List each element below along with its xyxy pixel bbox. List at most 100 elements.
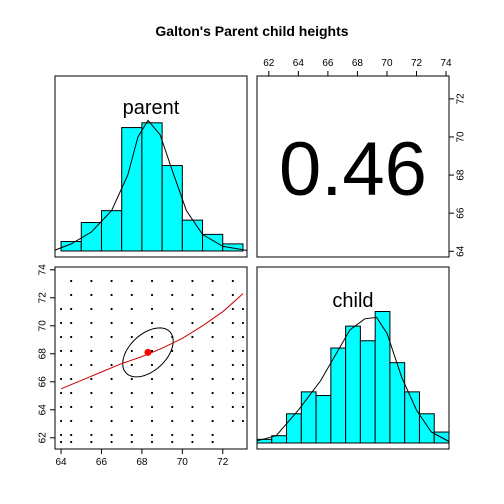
scatter-point	[70, 363, 73, 367]
bottom-axis-tick-label: 68	[136, 457, 148, 468]
panel-parent-hist	[54, 75, 248, 258]
top-axis-tick-label: 62	[263, 58, 275, 69]
parent-hist-bar	[181, 219, 204, 252]
scatter-point	[110, 419, 113, 423]
scatter-point	[130, 307, 133, 311]
left-axis-tick-label: 70	[38, 320, 49, 332]
scatter-point	[130, 405, 133, 409]
scatter-point	[241, 307, 245, 311]
scatter-point	[90, 419, 93, 423]
scatter-point	[171, 405, 174, 409]
parent-histogram	[54, 119, 248, 252]
scatter-point	[150, 363, 154, 367]
scatter-point	[59, 391, 63, 395]
scatter-point	[241, 391, 245, 395]
scatter-point	[191, 405, 194, 409]
scatter-point	[211, 279, 214, 283]
scatter-point	[211, 440, 214, 444]
right-axis-tick-label: 70	[456, 131, 467, 143]
scatter-point	[211, 433, 214, 437]
axes: 62 64 66 68 70 72 74 64 66 68 70 72 62 64 66 68 70 72 74 64…	[38, 58, 467, 468]
scatter-point	[90, 405, 93, 409]
scatter-point	[171, 391, 174, 395]
right-axis-tick-label: 66	[456, 207, 467, 219]
scatter-point	[150, 321, 154, 325]
scatter-point	[191, 307, 194, 311]
scatter-point	[171, 363, 174, 367]
scatter-point	[110, 363, 113, 367]
scatter-point	[191, 377, 194, 381]
panel-scatter	[54, 266, 248, 450]
scatter-point	[90, 321, 93, 325]
scatter-point	[70, 279, 73, 283]
bottom-axis-tick-label: 72	[217, 457, 229, 468]
scatter-point	[70, 419, 73, 423]
scatter-point	[110, 335, 113, 339]
scatter-point	[191, 363, 194, 367]
scatter-point	[70, 377, 73, 381]
scatter-point	[191, 440, 194, 444]
scatter-point	[211, 419, 214, 423]
left-axis-tick-label: 64	[38, 404, 49, 416]
child-hist-bar	[389, 362, 406, 444]
scatter-point	[171, 419, 174, 423]
scatter-point	[150, 440, 154, 444]
parent-hist-bar	[141, 122, 163, 252]
scatter-point	[70, 433, 73, 437]
scatter-point	[171, 440, 174, 444]
scatter-point	[130, 377, 133, 381]
scatter-point	[231, 279, 234, 283]
child-hist-bar	[315, 395, 332, 444]
parent-hist-bar	[100, 210, 123, 252]
top-axis-tick-label: 74	[440, 58, 452, 69]
scatter-point	[59, 377, 63, 381]
scatter-point	[231, 335, 234, 339]
scatter-point	[211, 307, 214, 311]
scatter-point	[70, 293, 73, 297]
scatter-point	[211, 293, 214, 297]
scatter-point	[231, 321, 234, 325]
panel-correlation	[256, 75, 450, 258]
scatter-point	[90, 433, 93, 437]
scatter-point	[211, 377, 214, 381]
left-axis-tick-label: 72	[38, 292, 49, 304]
child-hist-density-curve	[256, 316, 450, 442]
scatter-point	[70, 321, 73, 325]
bottom-axis-tick-label: 64	[56, 457, 68, 468]
scatter-point	[171, 279, 174, 283]
scatter-point	[171, 433, 174, 437]
left-axis-tick-label: 74	[38, 264, 49, 276]
scatter-point	[90, 349, 93, 353]
scatter-point	[150, 349, 154, 353]
scatter-point	[110, 293, 113, 297]
scatter-point	[130, 293, 133, 297]
scatter-point	[191, 349, 194, 353]
child-hist-bar	[345, 325, 361, 444]
right-axis-tick-label: 68	[456, 169, 467, 181]
scatter-point	[90, 279, 93, 283]
scatter-point	[90, 307, 93, 311]
top-axis-tick-label: 72	[411, 58, 423, 69]
scatter-point	[231, 293, 234, 297]
scatter-point	[130, 349, 133, 353]
scatter-point	[110, 391, 113, 395]
scatter-point	[211, 349, 214, 353]
chart-title: Galton's Parent child heights	[155, 23, 348, 39]
child-hist-bar	[330, 347, 347, 444]
scatter-point	[191, 391, 194, 395]
scatter-point	[59, 363, 63, 367]
scatter-point	[150, 279, 154, 283]
scatter-point	[59, 307, 63, 311]
right-axis-tick-label: 64	[456, 245, 467, 257]
parent-hist-bar	[161, 165, 183, 252]
scatter-point	[90, 377, 93, 381]
bottom-axis-tick-label: 66	[96, 457, 108, 468]
scatter-point	[90, 335, 93, 339]
scatter-point	[59, 321, 63, 325]
left-axis-tick-label: 68	[38, 348, 49, 360]
scatter-point	[241, 377, 245, 381]
scatter-point	[110, 405, 113, 409]
scatter-point	[231, 405, 234, 409]
scatter-point	[150, 335, 154, 339]
